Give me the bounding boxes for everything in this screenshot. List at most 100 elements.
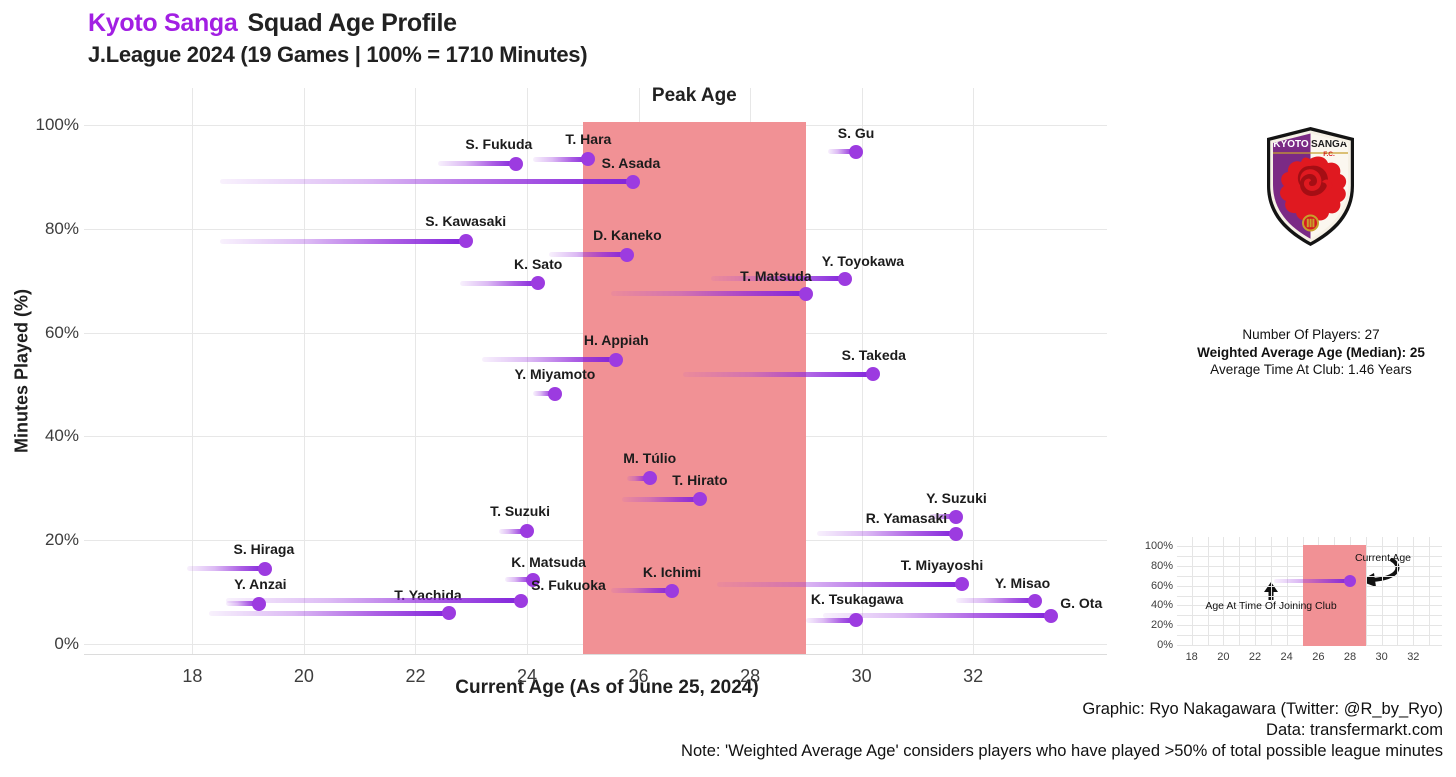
player-dot (1027, 593, 1042, 608)
legend-x-gridline (1191, 537, 1193, 646)
player-label: G. Ota (1060, 594, 1103, 611)
legend-x-tick-label: 28 (1343, 651, 1357, 663)
player-tail (532, 156, 589, 162)
player-label: T. Miyayoshi (900, 557, 984, 574)
legend-x-tick-label: 22 (1248, 651, 1262, 663)
logo-phoenix (1280, 156, 1347, 221)
player-tail (817, 531, 957, 537)
player-tail (610, 588, 673, 594)
x-tick-label: 26 (628, 666, 649, 686)
y-tick-label: 40% (44, 426, 79, 446)
x-tick-label: 32 (963, 666, 984, 686)
y-tick-label: 80% (44, 218, 79, 238)
summary-stats: Number Of Players: 27 Weighted Average A… (1197, 326, 1425, 379)
player-label: Y. Misao (994, 574, 1051, 591)
player-dot (955, 577, 970, 592)
player-label: T. Suzuki (490, 503, 550, 520)
player-label: Y. Miyamoto (514, 365, 596, 382)
legend-example-dot (1344, 574, 1356, 587)
player-tail (225, 601, 260, 607)
player-tail (828, 149, 857, 155)
player-label: H. Appiah (583, 331, 649, 348)
player-dot (692, 492, 707, 507)
legend-y-tick-label: 40% (1150, 599, 1173, 612)
player-dot (642, 471, 657, 486)
x-gridline (303, 88, 305, 654)
player-tail (532, 391, 555, 397)
player-label: S. Asada (601, 154, 661, 171)
player-label: D. Kaneko (593, 226, 662, 243)
x-gridline (192, 88, 194, 654)
legend-y-tick-label: 0% (1157, 639, 1173, 651)
x-gridline (973, 88, 975, 654)
legend-peak-age-band (1302, 545, 1366, 646)
chart-subtitle: J.League 2024 (19 Games | 100% = 1710 Mi… (88, 42, 588, 67)
player-dot (865, 367, 880, 382)
player-dot (949, 526, 964, 541)
player-label: S. Fukuda (465, 135, 533, 152)
logo-text-fc: F.C. (1323, 151, 1335, 158)
legend-y-tick-label: 60% (1150, 579, 1173, 592)
legend-example-tail (1274, 578, 1350, 583)
legend-x-gridline (1239, 537, 1241, 646)
player-tail (220, 179, 633, 185)
player-dot (625, 174, 640, 189)
legend-current-age-label: Current Age (1354, 552, 1412, 564)
credit-line: Graphic: Ryo Nakagawara (Twitter: @R_by_… (1082, 700, 1443, 718)
player-tail (460, 280, 539, 286)
player-label: K. Ichimi (642, 563, 702, 580)
player-label: M. Túlio (623, 450, 677, 467)
player-tail (499, 528, 527, 534)
legend-x-gridline (1270, 537, 1272, 646)
player-label: R. Yamasaki (865, 509, 948, 526)
x-gridline (415, 88, 417, 654)
player-tail (805, 617, 857, 623)
player-dot (547, 386, 562, 401)
player-label: S. Gu (837, 124, 875, 141)
player-dot (441, 606, 456, 621)
y-tick-label: 20% (44, 530, 79, 550)
player-dot (531, 276, 546, 291)
player-tail (220, 238, 466, 244)
player-label: K. Sato (514, 256, 563, 273)
player-label: T. Hirato (672, 472, 728, 489)
player-dot (949, 509, 964, 524)
player-dot (581, 152, 596, 167)
x-gridline (527, 88, 529, 654)
legend-x-tick-label: 20 (1217, 651, 1230, 663)
player-dot (849, 144, 864, 159)
legend-x-gridline (1413, 537, 1415, 646)
player-label: T. Hara (565, 131, 612, 148)
x-tick-label: 28 (740, 666, 761, 686)
player-tail (504, 577, 533, 583)
player-dot (520, 524, 535, 539)
legend-x-gridline (1255, 537, 1257, 646)
logo-text-sanga: SANGA (1311, 139, 1347, 150)
player-label: S. Hiraga (233, 540, 295, 557)
page-title: Squad Age Profile (247, 9, 458, 37)
logo-emblem: KYOTO SANGA F.C. (1273, 133, 1348, 239)
player-tail (482, 357, 617, 363)
player-label: K. Matsuda (511, 553, 586, 570)
legend-x-gridline (1397, 537, 1399, 646)
player-label: K. Tsukagawa (810, 591, 904, 608)
player-tail (549, 252, 628, 258)
player-label: T. Matsuda (740, 267, 812, 284)
player-label: Y. Suzuki (926, 489, 987, 506)
legend-joining-age-label: Age At Time Of Joining Club (1205, 600, 1337, 612)
player-tail (621, 496, 700, 502)
player-tail (437, 161, 516, 167)
legend-x-tick-label: 24 (1280, 651, 1293, 663)
peak-age-band (582, 122, 806, 654)
logo-bottom-crest (1302, 214, 1319, 232)
legend-x-gridline (1286, 537, 1288, 646)
player-dot (514, 593, 529, 608)
player-dot (798, 286, 813, 301)
x-gridline (861, 88, 863, 654)
player-label: Y. Anzai (234, 575, 287, 592)
player-tail (928, 514, 957, 520)
x-axis-line (84, 654, 1107, 655)
x-tick-label: 24 (517, 666, 538, 686)
x-axis-title: Current Age (As of June 25, 2024) (455, 677, 759, 698)
